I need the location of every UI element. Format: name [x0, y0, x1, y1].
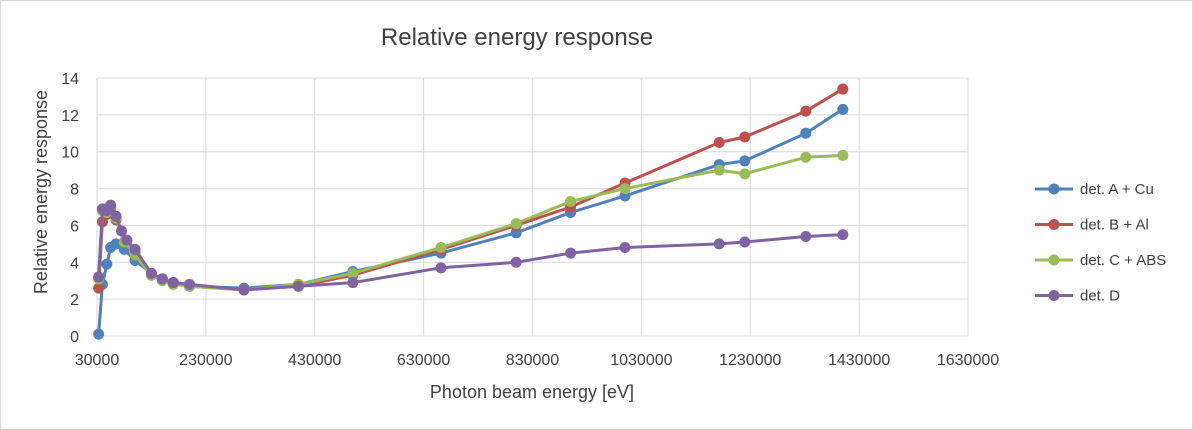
x-tick-label: 1230000 [719, 352, 781, 369]
legend-label: det. D [1080, 288, 1120, 305]
data-point [565, 195, 577, 207]
data-point [800, 105, 812, 117]
data-point [292, 280, 304, 292]
legend-label: det. A + Cu [1080, 181, 1154, 198]
y-tick-label: 8 [70, 182, 79, 199]
data-point [619, 242, 631, 254]
legend-marker-icon [1048, 219, 1060, 230]
chart-title: Relative energy response [381, 24, 653, 51]
data-point [347, 267, 359, 279]
data-point [167, 277, 179, 289]
data-point [800, 151, 812, 163]
data-point [713, 164, 725, 176]
data-point [800, 230, 812, 242]
y-tick-label: 14 [61, 71, 79, 88]
x-tick-label: 430000 [288, 352, 341, 369]
data-point [129, 243, 141, 255]
legend-item: det. B + Al [1035, 217, 1149, 234]
legend-marker-icon [1048, 183, 1060, 195]
y-tick-labels: 0 2 4 6 8 10 12 14 [61, 71, 79, 346]
legend-item: det. A + Cu [1035, 181, 1154, 198]
data-point [619, 183, 631, 195]
y-tick-label: 0 [70, 329, 79, 346]
data-point [101, 258, 113, 270]
series-4 [93, 199, 849, 296]
data-point [93, 282, 105, 294]
data-point [837, 149, 849, 161]
data-point [739, 236, 751, 248]
x-tick-label: 630000 [397, 352, 450, 369]
data-point [713, 137, 725, 148]
legend-item: det. D [1035, 288, 1120, 305]
data-point [739, 131, 751, 143]
series-line [97, 87, 844, 292]
y-tick-label: 12 [61, 108, 79, 125]
data-point [238, 284, 250, 296]
series-line [97, 153, 843, 292]
y-tick-label: 10 [61, 145, 79, 162]
series-3 [93, 149, 849, 296]
data-point [156, 273, 168, 285]
data-point [145, 267, 157, 279]
data-point [565, 247, 577, 259]
legend-label: det. B + Al [1080, 217, 1149, 234]
data-point [93, 328, 105, 340]
x-tick-label: 1630000 [937, 352, 999, 369]
data-point [435, 242, 447, 254]
x-tick-label: 30000 [75, 352, 120, 369]
series-layer [93, 83, 849, 340]
x-axis-title: Photon beam energy [eV] [430, 382, 634, 402]
x-tick-label: 1430000 [828, 352, 890, 369]
data-point [510, 218, 522, 230]
data-point [713, 238, 725, 250]
data-point [121, 234, 133, 246]
y-tick-label: 2 [70, 292, 79, 309]
legend-marker-icon [1048, 254, 1060, 266]
data-point [837, 103, 849, 115]
data-point [93, 271, 105, 283]
legend-item: det. C + ABS [1035, 252, 1166, 269]
data-point [105, 199, 117, 211]
x-tick-label: 230000 [179, 352, 232, 369]
y-tick-label: 6 [70, 218, 79, 235]
y-tick-label: 4 [70, 255, 79, 272]
x-tick-labels: 30000 230000 430000 630000 830000 1030000 1230… [75, 352, 999, 369]
data-point [739, 155, 751, 167]
legend: det. A + Cu det. B + Al det. C + ABS det. D [1035, 181, 1166, 305]
legend-label: det. C + ABS [1080, 252, 1166, 269]
data-point [435, 262, 447, 274]
legend-marker-icon [1048, 290, 1060, 301]
x-tick-label: 830000 [506, 352, 559, 369]
series-line [97, 108, 844, 335]
gridlines [96, 77, 969, 337]
data-point [184, 278, 196, 290]
data-point [110, 210, 122, 222]
series-line [97, 203, 843, 292]
data-point [115, 225, 127, 237]
data-point [510, 256, 522, 268]
data-point [837, 229, 849, 241]
x-tick-label: 1030000 [610, 352, 672, 369]
data-point [739, 168, 751, 180]
data-point [800, 127, 812, 139]
data-point [347, 277, 359, 289]
data-point [837, 83, 849, 95]
y-axis-title: Relative energy response [31, 90, 51, 294]
